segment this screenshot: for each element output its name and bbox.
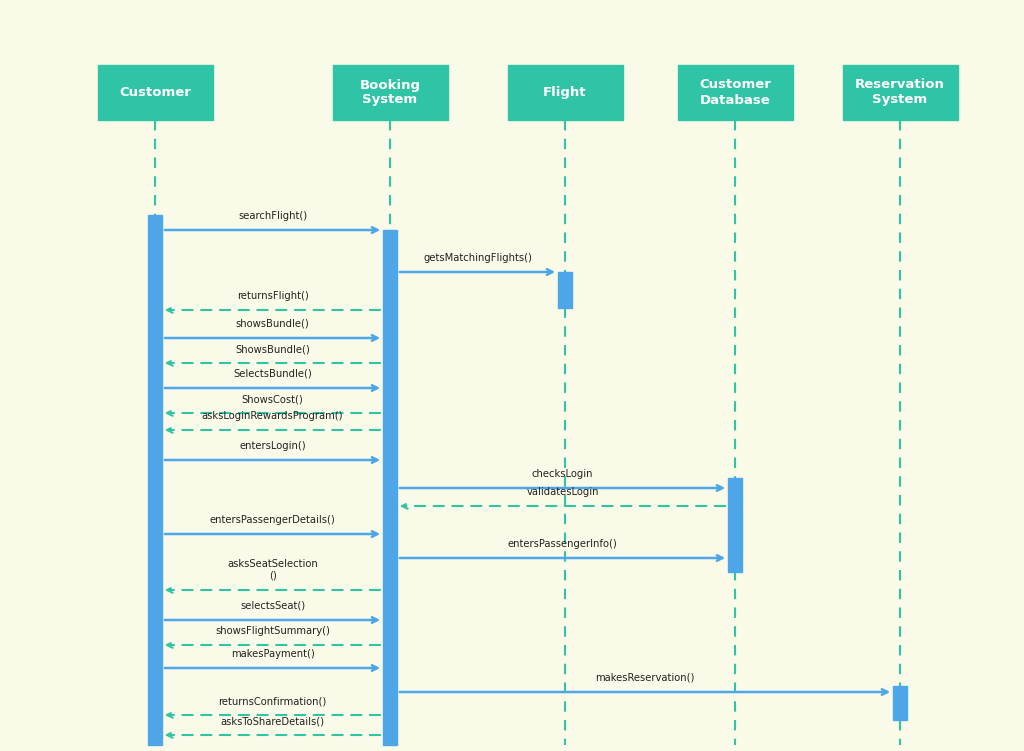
FancyBboxPatch shape [508,65,623,120]
Bar [728,478,742,572]
Text: makesReservation(): makesReservation() [595,673,694,683]
Text: ShowsBundle(): ShowsBundle() [236,344,310,354]
Text: returnsFlight(): returnsFlight() [237,291,308,301]
Text: ShowsCost(): ShowsCost() [242,394,303,404]
Text: entersPassengerInfo(): entersPassengerInfo() [508,539,617,549]
FancyBboxPatch shape [333,65,447,120]
Text: Reservation
System: Reservation System [855,79,945,107]
FancyBboxPatch shape [678,65,793,120]
Text: asksLoginRewardsProgram(): asksLoginRewardsProgram() [202,411,343,421]
Text: SelectsBundle(): SelectsBundle() [233,369,312,379]
Text: searchFlight(): searchFlight() [238,211,307,221]
Text: getsMatchingFlights(): getsMatchingFlights() [423,253,531,263]
Text: makesPayment(): makesPayment() [230,649,314,659]
Text: Booking
System: Booking System [359,79,421,107]
Text: asksToShareDetails(): asksToShareDetails() [220,716,325,726]
Text: validatesLogin: validatesLogin [526,487,599,497]
Text: showsBundle(): showsBundle() [236,319,309,329]
FancyBboxPatch shape [97,65,213,120]
Text: entersPassengerDetails(): entersPassengerDetails() [210,515,336,525]
Bar [148,215,162,745]
Bar [558,272,572,308]
FancyBboxPatch shape [843,65,957,120]
Text: selectsSeat(): selectsSeat() [240,601,305,611]
Bar [893,686,907,720]
Text: Flight: Flight [544,86,587,99]
Bar [383,230,397,745]
Text: Customer: Customer [119,86,190,99]
Text: Customer
Database: Customer Database [699,79,771,107]
Text: asksSeatSelection
(): asksSeatSelection () [227,559,317,581]
Text: checksLogin: checksLogin [531,469,593,479]
Text: showsFlightSummary(): showsFlightSummary() [215,626,330,636]
Text: entersLogin(): entersLogin() [240,441,306,451]
Text: returnsConfirmation(): returnsConfirmation() [218,696,327,706]
